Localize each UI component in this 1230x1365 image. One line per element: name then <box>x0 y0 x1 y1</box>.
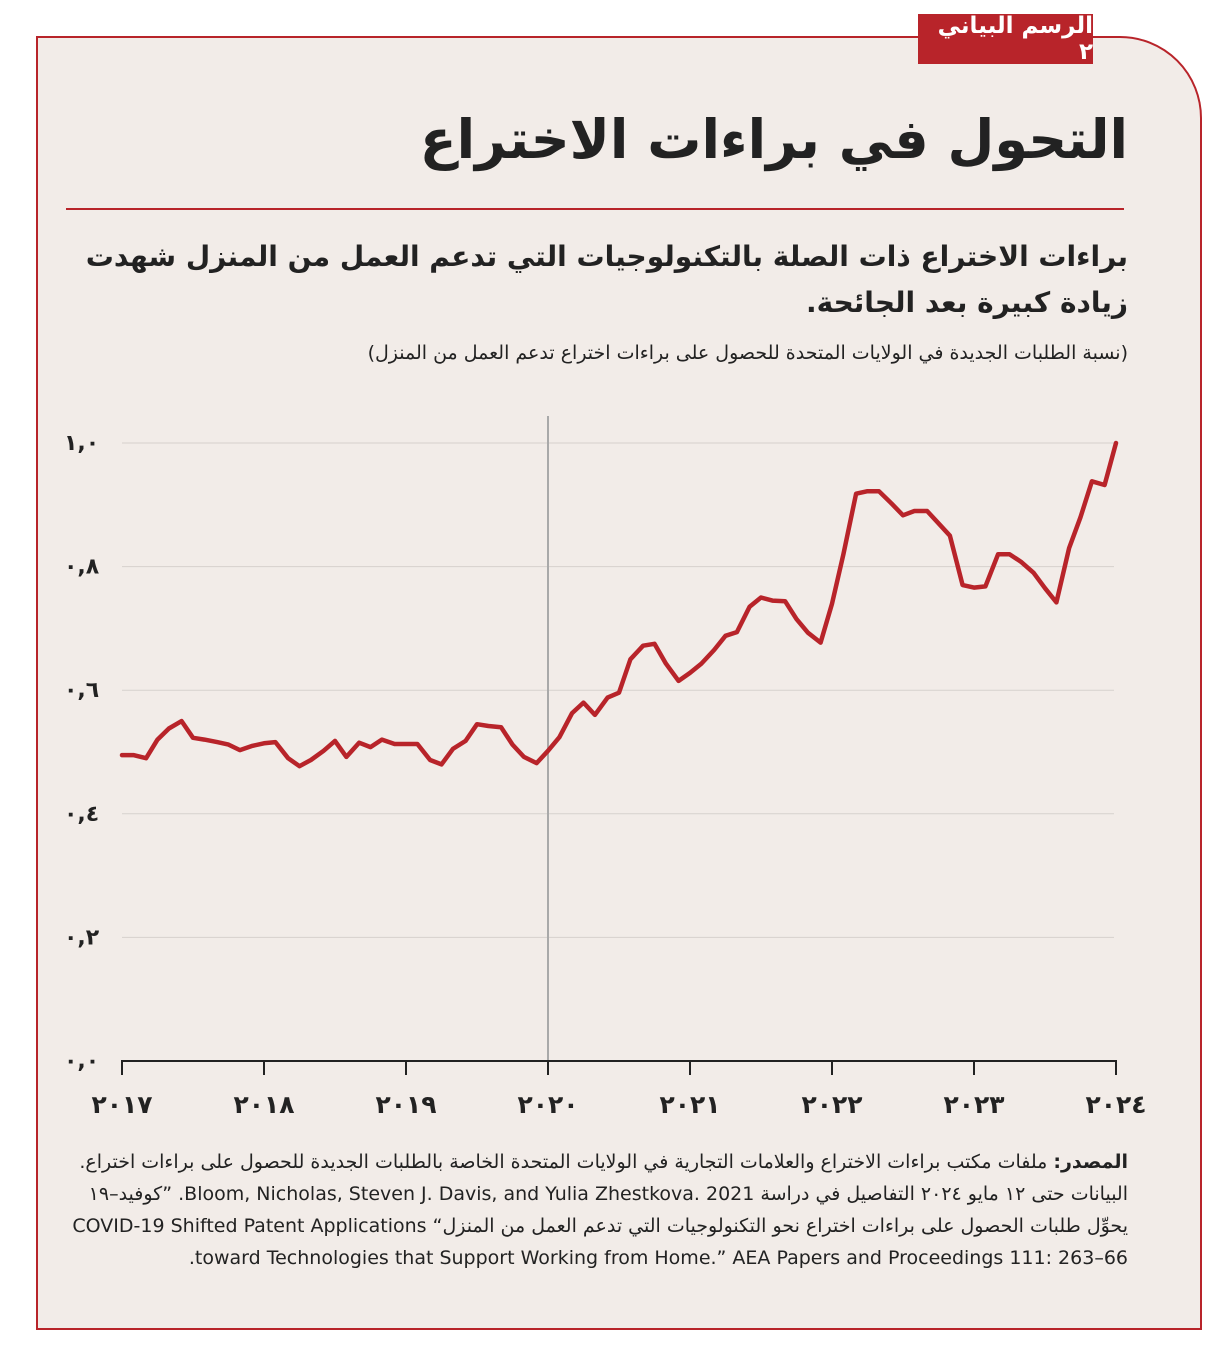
series-line <box>119 440 1119 769</box>
source-text: ملفات مكتب براءات الاختراع والعلامات الت… <box>72 1151 1128 1269</box>
x-tick-labels: ٢٠١٧ ٢٠١٨ ٢٠١٩ ٢٠٢٠ ٢٠٢١ ٢٠٢٢ ٢٠٢٣ ٢٠٢٤ <box>91 1090 1146 1119</box>
x-tick-label: ٢٠١٨ <box>233 1090 294 1119</box>
x-tick-label: ٢٠٢٤ <box>1085 1090 1146 1119</box>
grid-lines <box>122 442 1114 938</box>
x-tick-label: ٢٠٢٣ <box>943 1090 1004 1119</box>
chart-title: التحول في براءات الاختراع <box>419 108 1128 171</box>
source-note: المصدر: ملفات مكتب براءات الاختراع والعل… <box>72 1146 1128 1274</box>
y-tick-label: ٠,٤ <box>64 802 99 827</box>
y-tick-label: ١,٠ <box>64 431 99 456</box>
x-tick-label: ٢٠١٧ <box>91 1090 152 1119</box>
x-axis <box>121 1060 1117 1075</box>
chart-subtitle: براءات الاختراع ذات الصلة بالتكنولوجيات … <box>85 240 1128 319</box>
title-divider <box>66 208 1124 210</box>
x-tick-label: ٢٠٢٠ <box>517 1090 578 1119</box>
y-tick-label: ٠,٦ <box>64 678 99 703</box>
x-tick-label: ٢٠٢٢ <box>801 1090 862 1119</box>
chart-panel <box>36 36 1202 1330</box>
x-tick-label: ٢٠١٩ <box>375 1090 436 1119</box>
figure-tag: الرسم البياني ٢ <box>918 13 1093 65</box>
y-tick-label: ٠,٨ <box>64 555 100 580</box>
source-label: المصدر: <box>1053 1151 1128 1173</box>
y-tick-label: ٠,٠ <box>64 1049 99 1074</box>
y-tick-labels: ٠,٠ ٠,٢ ٠,٤ ٠,٦ ٠,٨ ١,٠ <box>64 431 100 1074</box>
unit-note: (نسبة الطلبات الجديدة في الولايات المتحد… <box>367 342 1128 364</box>
x-tick-label: ٢٠٢١ <box>659 1090 720 1119</box>
series-layer <box>119 440 1119 769</box>
y-tick-label: ٠,٢ <box>64 925 100 950</box>
